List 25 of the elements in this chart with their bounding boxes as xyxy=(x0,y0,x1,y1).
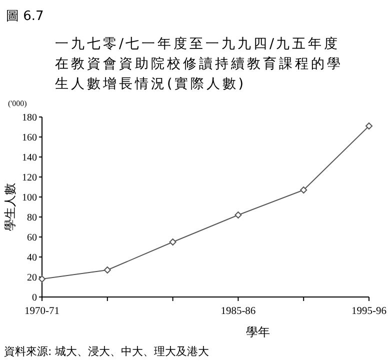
y-tick-label: 160 xyxy=(22,132,37,144)
point xyxy=(366,122,372,130)
chart-title: 圖 6.7 xyxy=(6,9,44,24)
chart-subtitle: 一九七零/七一年度至一九九四/九五年度在教資會資助院校修讀持續教育課程的學生人數增長情況(實際人數) xyxy=(55,36,343,92)
point xyxy=(38,276,46,282)
point xyxy=(234,212,242,218)
y-axis-title: 學生人數 xyxy=(3,183,17,231)
y-tick-label: 20 xyxy=(27,272,37,284)
y-tick-label: 60 xyxy=(27,232,37,244)
y-tick-label: 0 xyxy=(32,292,37,304)
y-tick-label: 180 xyxy=(22,112,37,124)
y-tick-label: 140 xyxy=(22,152,37,164)
point xyxy=(169,238,176,246)
text: ('000) xyxy=(8,99,28,108)
x-tick-label: 1985-86 xyxy=(220,306,256,317)
source-note: 資料來源: 城大、浸大、中大、理大及港大 xyxy=(4,345,210,358)
x-axis-title: 學年 xyxy=(246,325,270,339)
x-tick-label: 1995-96 xyxy=(352,306,386,317)
y-tick-label: 40 xyxy=(27,252,37,264)
x-tick-label: 1970-71 xyxy=(24,306,60,317)
point xyxy=(104,266,111,274)
y-tick-label: 120 xyxy=(22,172,37,184)
y-tick-label: 100 xyxy=(22,192,37,204)
y-tick-label: 80 xyxy=(27,212,37,224)
point xyxy=(300,186,308,194)
